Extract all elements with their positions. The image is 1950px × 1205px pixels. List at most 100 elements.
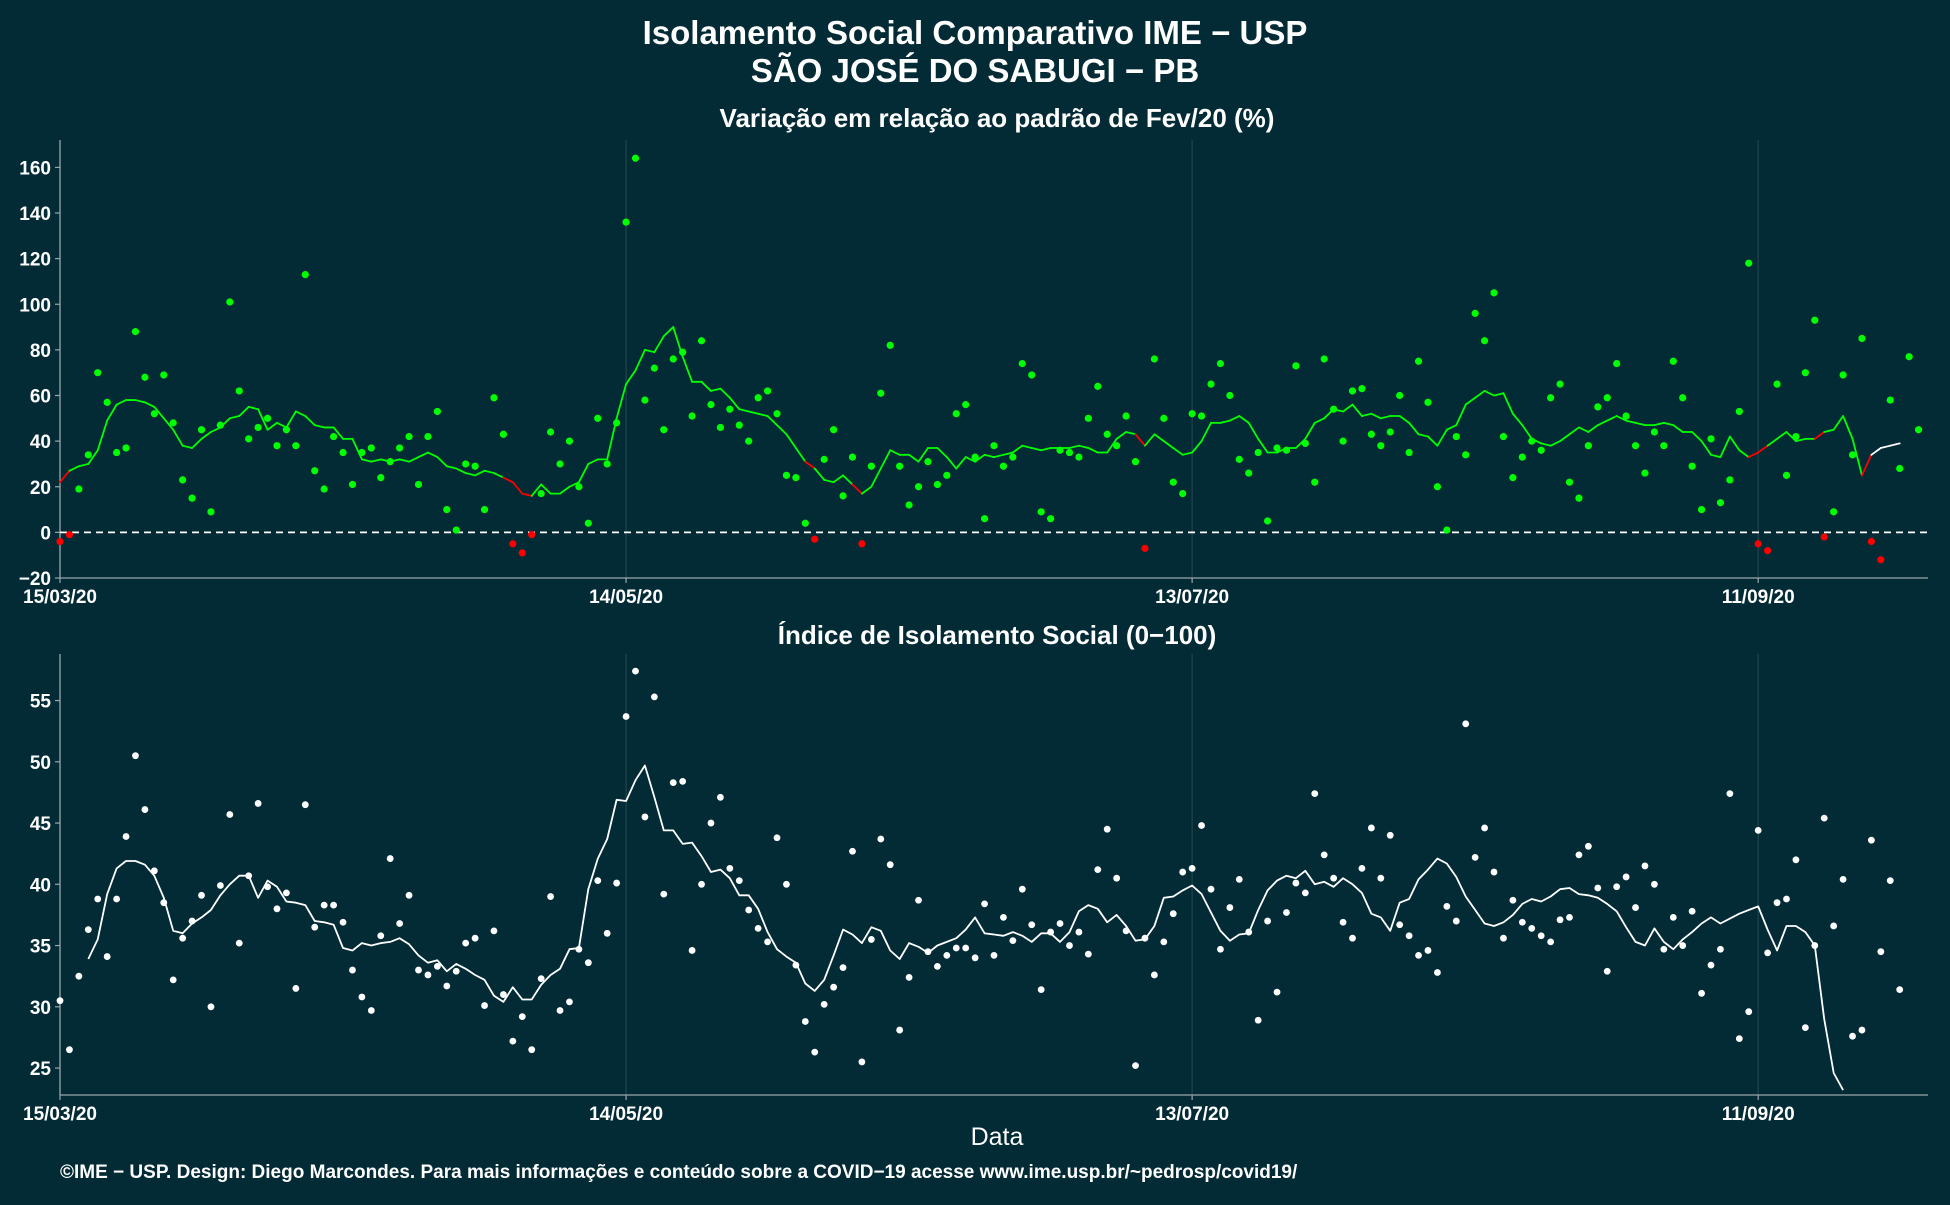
variation-trend-segment xyxy=(1540,442,1552,447)
index-point xyxy=(311,923,319,931)
top-x-tick-label: 15/03/20 xyxy=(23,587,97,608)
index-point xyxy=(122,833,130,840)
variation-trend-segment xyxy=(511,481,524,495)
variation-point xyxy=(1179,489,1187,498)
variation-trend-segment xyxy=(1172,447,1184,456)
variation-point xyxy=(1122,412,1130,420)
variation-point xyxy=(1801,369,1809,377)
index-point xyxy=(641,813,649,821)
variation-trend-segment xyxy=(879,449,892,470)
index-point xyxy=(1217,945,1224,953)
variation-trend-segment xyxy=(577,463,590,484)
index-point xyxy=(339,918,347,926)
variation-point xyxy=(235,387,243,395)
variation-point xyxy=(94,369,102,377)
index-point xyxy=(490,927,498,935)
index-point xyxy=(1698,989,1705,997)
index-point xyxy=(1367,824,1375,832)
index-point xyxy=(1594,884,1602,892)
variation-trend-segment xyxy=(1238,415,1250,424)
variation-point xyxy=(1169,478,1177,486)
variation-trend-segment xyxy=(1879,444,1892,449)
index-point xyxy=(518,1013,526,1020)
bottom-panel-plot: 25 30 35 40 45 50 55 15/03/20 14/05/20 13/07/20 11… xyxy=(23,654,1928,1125)
variation-trend-segment xyxy=(1068,444,1080,449)
index-point xyxy=(1000,913,1007,921)
variation-point xyxy=(263,414,272,422)
variation-point xyxy=(471,462,479,470)
variation-point xyxy=(1405,448,1413,457)
variation-point xyxy=(1886,396,1894,404)
variation-point xyxy=(1245,469,1253,477)
variation-trend-segment xyxy=(1115,431,1127,440)
variation-trend-segment xyxy=(644,348,656,354)
variation-trend-segment xyxy=(870,467,882,488)
bottom-x-tick-label: 13/07/20 xyxy=(1155,1104,1229,1125)
variation-point xyxy=(1358,385,1366,393)
variation-trend-segment xyxy=(662,326,675,338)
variation-trend-segment xyxy=(96,419,109,452)
top-y-tick-label: 140 xyxy=(19,204,51,225)
variation-point xyxy=(65,531,74,539)
index-point xyxy=(1632,904,1639,911)
index-point xyxy=(1207,885,1215,893)
variation-trend-segment xyxy=(1549,440,1561,447)
variation-point xyxy=(1065,448,1074,457)
variation-point xyxy=(1377,442,1385,450)
index-point xyxy=(1660,945,1668,953)
variation-point xyxy=(962,401,970,409)
index-point xyxy=(754,925,762,932)
index-point xyxy=(1160,938,1168,946)
variation-trend-segment xyxy=(540,483,552,495)
index-point xyxy=(1169,910,1177,918)
index-point xyxy=(1056,920,1064,927)
variation-trend-segment xyxy=(238,406,250,417)
variation-point xyxy=(320,485,328,493)
variation-trend-segment xyxy=(191,437,203,449)
bottom-y-tick-label: 55 xyxy=(30,692,52,713)
index-point xyxy=(377,932,385,940)
variation-trend-segment xyxy=(1606,415,1618,422)
variation-trend-segment xyxy=(1700,440,1712,456)
top-y-tick-label: 100 xyxy=(19,295,51,316)
top-y-tick-label: 0 xyxy=(40,523,51,544)
variation-point xyxy=(1830,508,1838,516)
variation-point xyxy=(113,448,121,457)
variation-point xyxy=(499,430,508,438)
variation-point xyxy=(56,537,64,546)
index-point xyxy=(566,998,573,1006)
index-point xyxy=(84,926,92,934)
variation-point xyxy=(546,428,555,436)
index-point xyxy=(1688,907,1696,915)
index-point xyxy=(622,713,630,720)
variation-trend-segment xyxy=(351,437,363,461)
variation-trend-segment xyxy=(87,449,99,465)
variation-point xyxy=(1301,439,1309,448)
index-point xyxy=(1462,720,1470,728)
variation-point xyxy=(226,298,234,306)
x-axis-label: Data xyxy=(971,1123,1024,1151)
variation-trend-segment xyxy=(1002,451,1014,456)
variation-point xyxy=(943,471,951,479)
variation-point xyxy=(556,460,564,468)
index-point xyxy=(1396,921,1404,929)
variation-trend-segment xyxy=(1653,421,1665,427)
variation-trend-segment xyxy=(1861,453,1873,477)
variation-point xyxy=(396,444,404,452)
variation-point xyxy=(565,437,574,445)
variation-trend-segment xyxy=(1766,437,1778,447)
index-point xyxy=(509,1037,517,1045)
variation-trend-segment xyxy=(908,453,920,463)
variation-trend-segment xyxy=(719,387,731,399)
variation-trend-segment xyxy=(1672,424,1684,433)
index-point xyxy=(1726,790,1734,798)
variation-trend-segment xyxy=(1153,433,1165,443)
index-point xyxy=(537,975,545,983)
variation-point xyxy=(1367,430,1375,438)
variation-trend-segment xyxy=(1483,390,1495,397)
variation-point xyxy=(1650,428,1659,436)
variation-trend-segment xyxy=(917,447,929,463)
variation-trend-segment xyxy=(559,485,571,495)
variation-point xyxy=(1254,448,1262,457)
index-point xyxy=(1301,889,1309,897)
